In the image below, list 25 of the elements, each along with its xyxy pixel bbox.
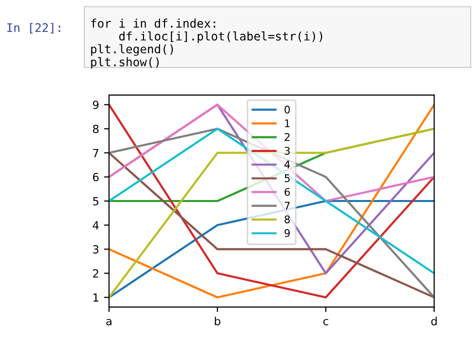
legend-label: 7 (284, 202, 290, 210)
legend-label: 0 (284, 106, 290, 114)
x-tick-label: d (431, 316, 437, 326)
legend-label: 3 (284, 146, 290, 155)
y-tick-label: 2 (93, 269, 98, 278)
legend-label: 9 (284, 229, 290, 238)
y-tick-label: 1 (93, 293, 98, 302)
legend-label: 8 (284, 215, 290, 224)
y-tick-label: 3 (93, 245, 98, 254)
y-tick-label: 7 (93, 148, 98, 158)
text: In [22]: (7, 22, 60, 34)
legend-label: 1 (285, 120, 290, 128)
legend-label: 2 (284, 133, 290, 141)
y-tick-label: 9 (92, 100, 99, 110)
y-tick-label: 5 (93, 197, 98, 206)
y-tick-label: 6 (93, 172, 99, 182)
x-tick-label: b (214, 316, 220, 326)
y-tick-label: 4 (92, 221, 99, 230)
y-tick-label: 8 (92, 124, 99, 134)
legend-label: 4 (284, 160, 290, 168)
legend-label: 6 (284, 188, 290, 196)
x-tick-label: a (106, 318, 112, 326)
x-tick-label: c (323, 318, 328, 326)
text: for i in df.index: df.iloc[i].plot(label=str(i)) plt.legend() plt.show() (91, 18, 322, 69)
legend-label: 5 (284, 174, 290, 182)
